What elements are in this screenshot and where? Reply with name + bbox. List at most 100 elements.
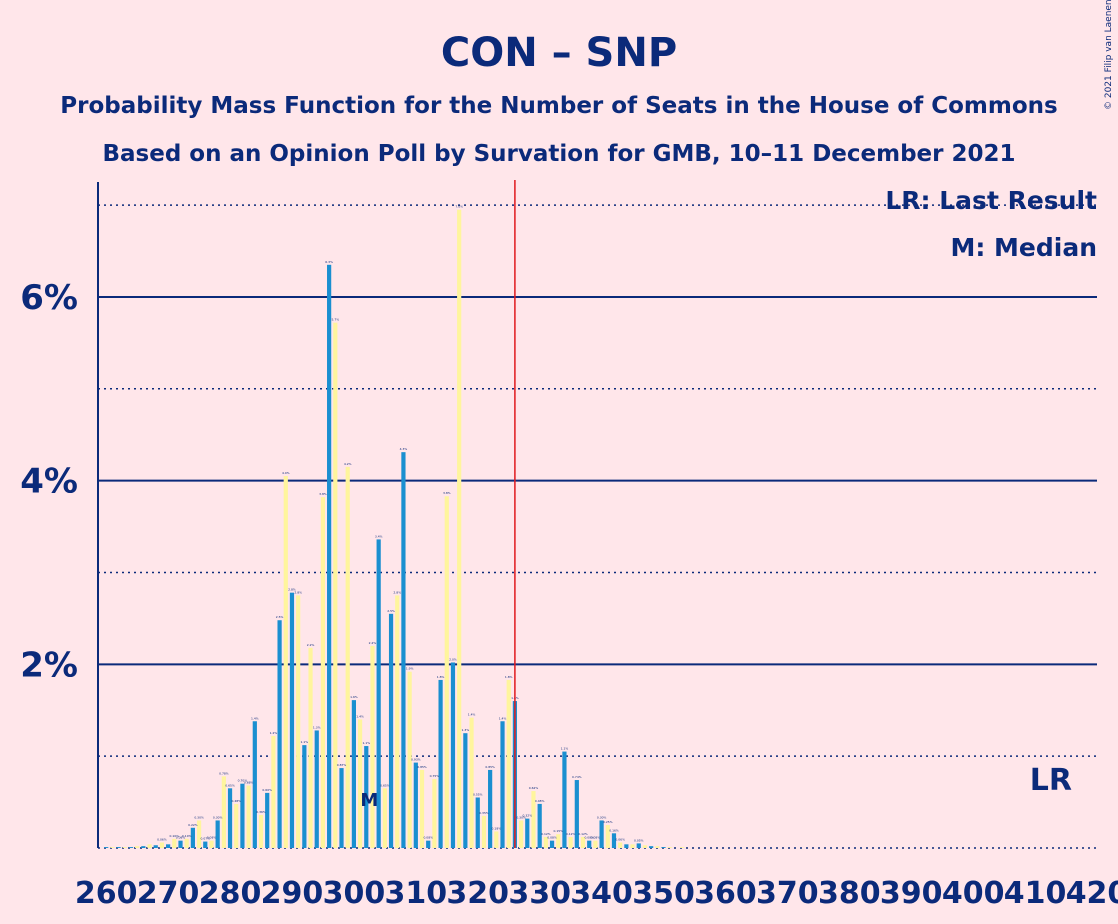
bar — [475, 797, 480, 848]
bars — [104, 209, 685, 849]
bar — [302, 745, 307, 848]
bar — [234, 803, 239, 848]
data-label: 1.4% — [356, 714, 364, 718]
data-label: 0.10% — [182, 834, 192, 838]
bar — [104, 847, 109, 848]
bar — [661, 847, 666, 848]
x-tick-label: 260 — [75, 876, 138, 911]
bar — [283, 476, 288, 848]
data-label: 0.08% — [584, 836, 594, 840]
bar — [624, 844, 629, 848]
legend-last-result: LR: Last Result — [885, 186, 1097, 215]
data-label: 0.48% — [231, 799, 241, 803]
data-label: 0.18% — [492, 826, 502, 830]
bar — [463, 733, 468, 848]
data-label: 0.75% — [430, 774, 440, 778]
x-tick-label: 340 — [570, 876, 633, 911]
x-tick-label: 290 — [261, 876, 324, 911]
bar — [457, 209, 462, 848]
bar — [227, 788, 233, 848]
bar — [537, 803, 542, 848]
bar — [190, 827, 195, 848]
bar — [574, 780, 579, 848]
bar — [265, 792, 270, 848]
x-tick-label: 370 — [756, 876, 819, 911]
bar — [240, 783, 245, 848]
data-label: 0.08% — [176, 836, 186, 840]
data-label: 4.2% — [344, 462, 352, 466]
data-label: 3.8% — [319, 492, 327, 496]
x-tick-label: 310 — [385, 876, 448, 911]
data-label: 0.93% — [411, 758, 421, 762]
data-label: 1.9% — [406, 667, 414, 671]
bar — [116, 847, 121, 848]
data-label: 4.3% — [400, 447, 408, 451]
data-label: 1.8% — [437, 675, 445, 679]
bar — [246, 785, 251, 848]
data-label: 1.2% — [270, 731, 278, 735]
bar — [642, 845, 648, 848]
data-label: 0.62% — [529, 786, 539, 790]
y-tick-label: 6% — [20, 278, 78, 318]
data-label: 2.8% — [288, 588, 296, 592]
data-label: 0.12% — [566, 832, 576, 836]
bar — [593, 840, 598, 848]
bar — [518, 820, 524, 848]
data-label: 0.48% — [535, 799, 545, 803]
data-label: 0.32% — [523, 814, 533, 818]
data-label: 0.07% — [201, 837, 211, 841]
data-label: 2.0% — [449, 657, 457, 661]
data-label: 1.3% — [313, 725, 321, 729]
bar — [562, 751, 567, 848]
bar — [351, 700, 356, 848]
bar — [525, 818, 530, 848]
data-label: 3.4% — [375, 534, 383, 538]
bar — [630, 844, 635, 848]
data-label: 0.30% — [516, 815, 526, 819]
data-label: 0.06% — [157, 837, 167, 841]
x-tick-label: 390 — [880, 876, 943, 911]
bar — [141, 846, 146, 848]
x-tick-label: 320 — [446, 876, 509, 911]
bar — [153, 845, 158, 848]
y-tick-label: 2% — [20, 645, 78, 685]
bar — [432, 779, 437, 848]
bar — [636, 843, 641, 848]
bar — [587, 840, 592, 848]
data-label: 0.55% — [473, 792, 483, 796]
bar — [450, 662, 456, 848]
bar — [444, 496, 449, 848]
bar — [667, 847, 672, 848]
bar — [481, 815, 487, 848]
bar — [196, 820, 202, 848]
bar — [277, 620, 282, 848]
data-label: 2.8% — [294, 590, 302, 594]
y-tick-labels: 2% 4% 6% — [20, 278, 78, 685]
data-label: 0.08% — [207, 836, 217, 840]
data-label: 0.35% — [479, 811, 489, 815]
data-label: 0.30% — [194, 815, 204, 819]
data-label: 0.06% — [615, 837, 625, 841]
bar — [488, 769, 493, 848]
x-tick-labels: 260 270 280 290 300 310 320 330 340 350 360 370 380 3… — [75, 876, 1118, 911]
bar — [345, 466, 350, 848]
bar — [172, 838, 177, 848]
bar — [599, 820, 604, 848]
bar — [580, 836, 586, 848]
x-tick-label: 420 — [1066, 876, 1118, 911]
data-label: 0.70% — [238, 779, 248, 783]
bar — [135, 846, 140, 848]
bar — [314, 730, 319, 848]
bar — [655, 846, 660, 848]
bar — [122, 847, 127, 848]
data-label: 0.78% — [219, 771, 229, 775]
x-tick-label: 410 — [1004, 876, 1067, 911]
data-label: 1.4% — [468, 713, 476, 717]
data-label: 1.1% — [561, 747, 569, 751]
data-labels: 0.08%0.22%0.07%0.30%0.65%0.70%1.4%0.60%2… — [157, 205, 644, 843]
lr-label: LR — [1030, 763, 1072, 798]
data-label: 1.4% — [499, 716, 507, 720]
bar — [296, 595, 301, 848]
data-label: 2.5% — [276, 615, 284, 619]
bar — [178, 840, 183, 848]
